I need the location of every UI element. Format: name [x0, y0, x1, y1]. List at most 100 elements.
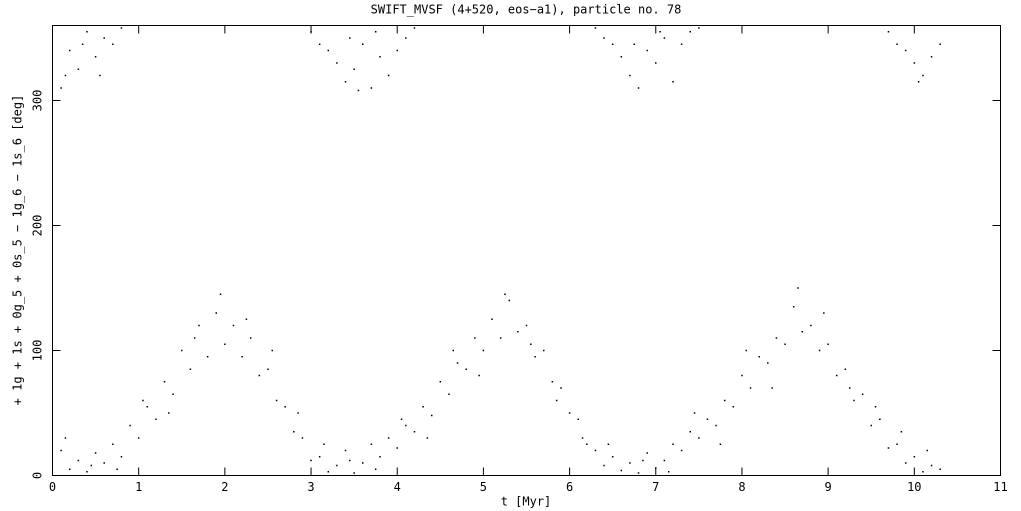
point — [396, 447, 398, 449]
point — [241, 356, 243, 358]
point — [926, 449, 928, 452]
point — [680, 43, 683, 45]
point — [267, 368, 269, 370]
point — [853, 399, 855, 402]
point — [620, 56, 623, 58]
point — [60, 87, 62, 89]
point — [297, 412, 299, 414]
point — [672, 81, 674, 83]
x-tick-label: 6 — [566, 480, 573, 494]
chart-title: SWIFT_MVSF (4+520, eos−a1), particle no.… — [371, 3, 682, 17]
point — [525, 324, 528, 327]
point — [413, 431, 416, 433]
point — [749, 387, 752, 389]
point — [374, 31, 377, 33]
point — [603, 37, 605, 39]
point — [504, 293, 506, 295]
point — [396, 49, 398, 52]
point — [456, 362, 459, 364]
point — [706, 418, 709, 420]
y-tick-label: 100 — [31, 340, 45, 362]
point — [620, 469, 623, 472]
point — [206, 356, 209, 358]
point — [577, 418, 579, 420]
point — [318, 43, 321, 45]
point — [836, 374, 838, 377]
point — [637, 472, 640, 474]
point — [663, 37, 666, 39]
point — [155, 418, 157, 420]
point — [405, 37, 407, 39]
point — [99, 74, 101, 77]
point — [387, 437, 390, 439]
point — [560, 387, 562, 389]
point — [844, 368, 847, 370]
point — [603, 464, 605, 467]
point — [439, 381, 442, 383]
point — [181, 349, 183, 352]
x-axis-label: t [Myr] — [501, 495, 552, 509]
point — [693, 412, 696, 414]
point — [163, 381, 166, 383]
point — [77, 68, 80, 70]
y-tick-label: 300 — [31, 90, 45, 112]
point — [810, 324, 812, 327]
point — [310, 459, 312, 462]
point — [336, 62, 338, 64]
point — [667, 471, 670, 473]
point — [349, 459, 351, 462]
point — [887, 31, 890, 33]
point — [478, 374, 480, 377]
point — [120, 27, 123, 29]
point — [555, 399, 558, 402]
point — [633, 43, 635, 45]
point — [215, 312, 217, 314]
point — [120, 456, 123, 458]
point — [193, 337, 196, 339]
point — [422, 406, 424, 408]
point — [271, 349, 274, 352]
point — [362, 462, 364, 464]
point — [400, 418, 403, 420]
point — [284, 406, 286, 408]
point — [60, 449, 62, 452]
point — [224, 343, 226, 345]
point — [594, 27, 597, 29]
point — [939, 43, 941, 45]
point — [387, 74, 390, 77]
point — [318, 456, 321, 458]
point — [353, 68, 355, 70]
point — [848, 387, 851, 389]
point — [198, 324, 200, 327]
point — [426, 437, 429, 439]
point — [94, 56, 97, 58]
point — [90, 464, 93, 467]
point — [370, 443, 373, 445]
point — [249, 337, 252, 339]
point — [646, 452, 648, 454]
point — [586, 443, 588, 445]
y-tick-label: 200 — [31, 215, 45, 237]
point — [655, 62, 657, 64]
x-tick-label: 10 — [907, 480, 921, 494]
point — [103, 462, 105, 464]
point — [775, 337, 778, 339]
point — [922, 471, 924, 473]
point — [896, 443, 898, 445]
point — [64, 74, 67, 77]
point — [142, 399, 144, 402]
point — [917, 81, 920, 83]
point — [801, 331, 804, 333]
point — [491, 318, 493, 320]
point — [219, 293, 222, 295]
point — [698, 27, 700, 29]
point — [379, 56, 381, 58]
point — [482, 349, 485, 352]
point — [293, 431, 295, 433]
x-tick-label: 5 — [480, 480, 487, 494]
x-tick-label: 3 — [307, 480, 314, 494]
point — [474, 337, 476, 339]
point — [357, 89, 360, 92]
point — [448, 393, 450, 395]
